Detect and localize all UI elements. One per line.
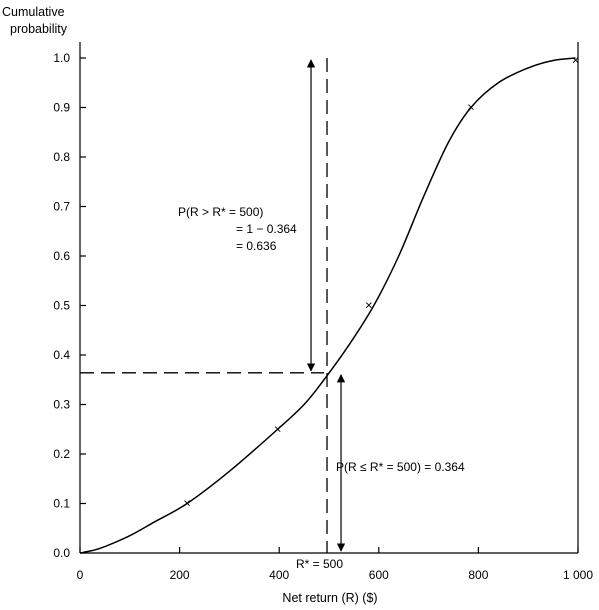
y-tick-label: 0.2	[53, 447, 70, 461]
data-markers: × × × × ×	[183, 52, 579, 510]
x-tick-label: 1 000	[563, 568, 593, 582]
r-star-label: R* = 500	[296, 557, 343, 571]
x-axis-label: Net return (R) ($)	[282, 591, 377, 605]
y-axis-label-line-2: probability	[10, 22, 68, 36]
data-marker: ×	[467, 100, 475, 115]
y-axis-ticks: 0.0 0.1 0.2 0.3 0.4 0.5 0.6 0.7 0.8 0.9 1.0	[53, 51, 86, 560]
y-tick-label: 0.8	[53, 150, 70, 164]
y-tick-label: 0.4	[53, 348, 70, 362]
x-axis-ticks: 0 200 400 600 800 1 000	[77, 547, 593, 582]
y-tick-label: 0.0	[53, 546, 70, 560]
y-tick-label: 0.7	[53, 200, 70, 214]
annotation-upper-line-3: = 0.636	[236, 239, 277, 253]
x-tick-label: 400	[269, 568, 289, 582]
cumulative-distribution-curve	[79, 57, 576, 554]
x-tick-label: 600	[369, 568, 389, 582]
y-tick-label: 0.6	[53, 249, 70, 263]
x-tick-label: 0	[77, 568, 84, 582]
y-tick-label: 1.0	[53, 51, 70, 65]
data-marker: ×	[274, 421, 282, 436]
data-marker: ×	[572, 52, 580, 67]
y-tick-label: 0.1	[53, 497, 70, 511]
plot-frame	[79, 42, 579, 554]
annotation-upper-line-2: = 1 − 0.364	[236, 222, 297, 236]
annotation-lower: P(R ≤ R* = 500) = 0.364	[336, 460, 465, 474]
data-marker: ×	[365, 298, 373, 313]
y-tick-label: 0.3	[53, 398, 70, 412]
x-tick-label: 800	[468, 568, 488, 582]
y-tick-label: 0.9	[53, 101, 70, 115]
x-tick-label: 200	[170, 568, 190, 582]
data-marker: ×	[183, 496, 191, 511]
y-axis-label-line-1: Cumulative	[2, 5, 65, 19]
annotation-upper-line-1: P(R > R* = 500)	[178, 205, 263, 219]
y-tick-label: 0.5	[53, 299, 70, 313]
